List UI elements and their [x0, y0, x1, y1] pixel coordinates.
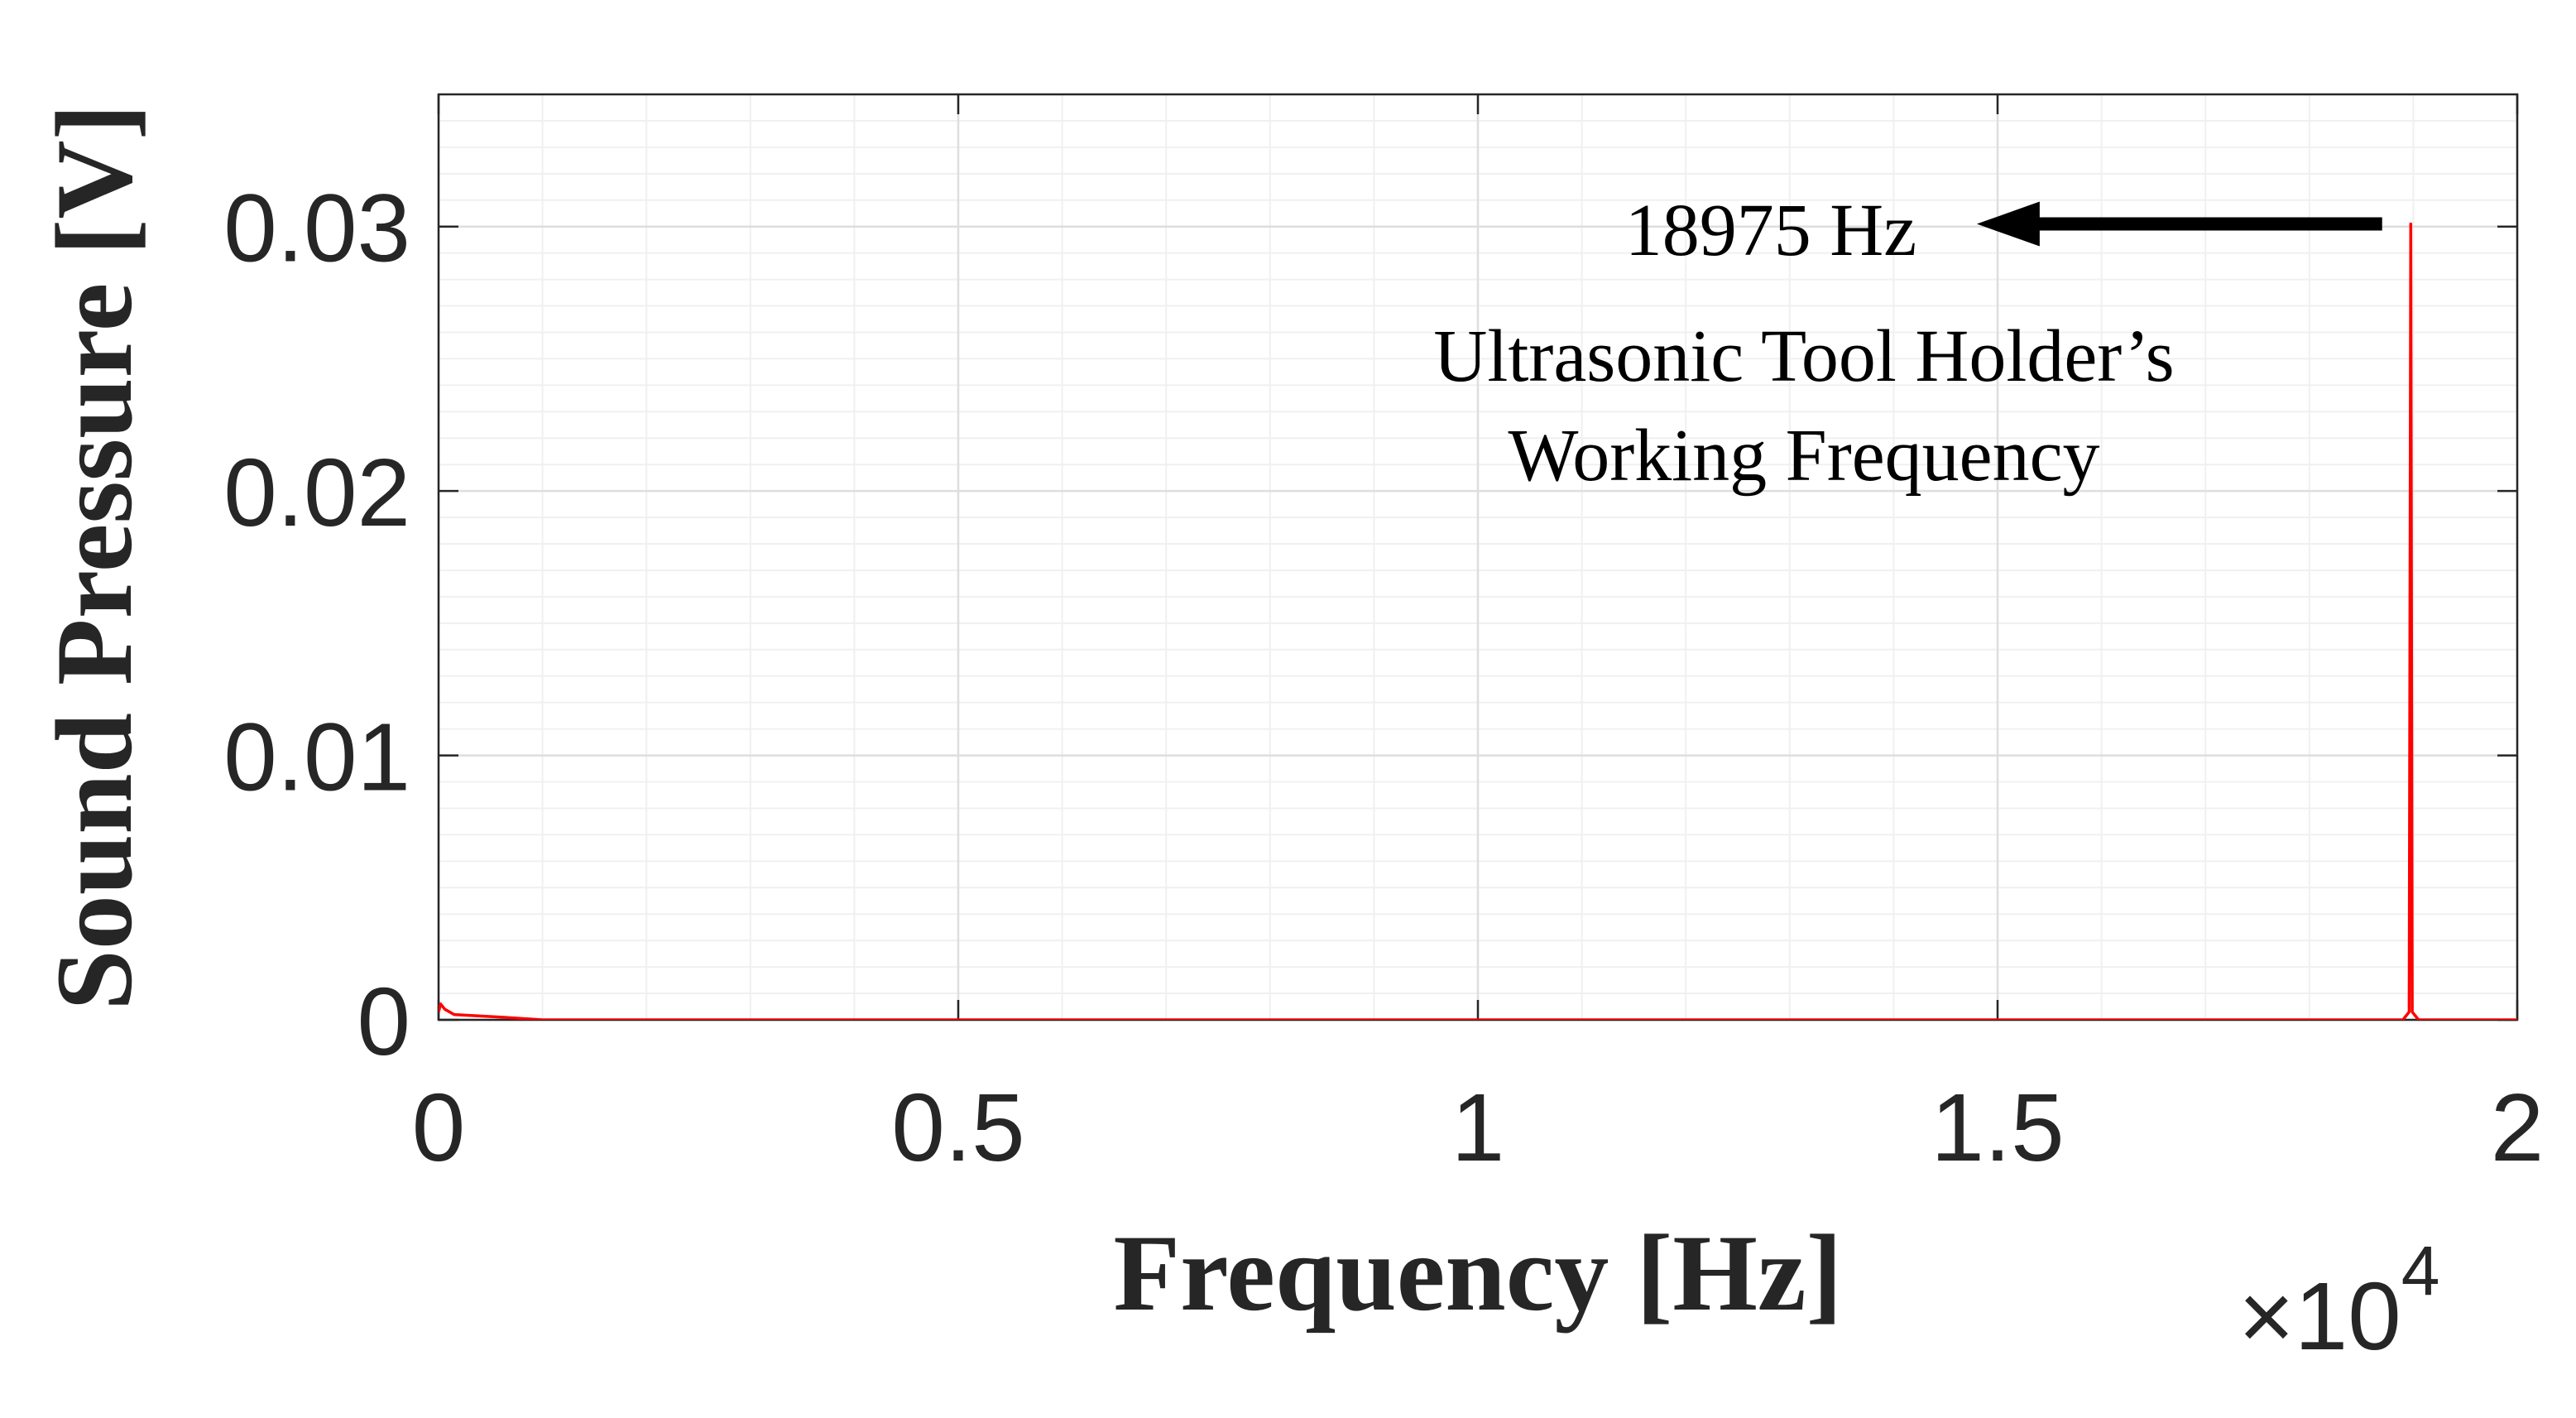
peak-annotation: 18975 Hz Ultrasonic Tool Holder’s Workin…: [1433, 190, 2382, 497]
x-tick-label: 1.5: [1931, 1074, 2064, 1181]
peak-frequency-label: 18975 Hz: [1625, 190, 1916, 272]
annotation-line-1: Ultrasonic Tool Holder’s: [1433, 315, 2174, 397]
svg-text:×104: ×104: [2238, 1232, 2440, 1370]
tick-marks: [437, 94, 2519, 1021]
y-axis-label: Sound Pressure [V]: [33, 103, 155, 1010]
spectrum-line: [439, 222, 2517, 1020]
x-exponent-base: ×10: [2238, 1262, 2401, 1370]
x-tick-label: 0: [412, 1074, 466, 1181]
annotation-arrow-head: [1976, 201, 2040, 247]
y-tick-labels: 0 0.01 0.02 0.03: [223, 175, 410, 1075]
x-axis-label: Frequency [Hz]: [1113, 1212, 1842, 1334]
x-tick-labels: 0 0.5 1 1.5 2: [412, 1074, 2545, 1181]
x-tick-label: 1: [1451, 1074, 1505, 1181]
x-exponent: ×104: [2238, 1232, 2440, 1370]
y-tick-label: 0.03: [223, 175, 410, 282]
x-exponent-power: 4: [2401, 1232, 2440, 1310]
x-tick-label: 0.5: [891, 1074, 1024, 1181]
x-tick-label: 2: [2491, 1074, 2545, 1181]
y-tick-label: 0.02: [223, 439, 410, 546]
annotation-line-2: Working Frequency: [1508, 415, 2099, 497]
y-tick-label: 0: [357, 968, 410, 1075]
y-tick-label: 0.01: [223, 704, 410, 811]
